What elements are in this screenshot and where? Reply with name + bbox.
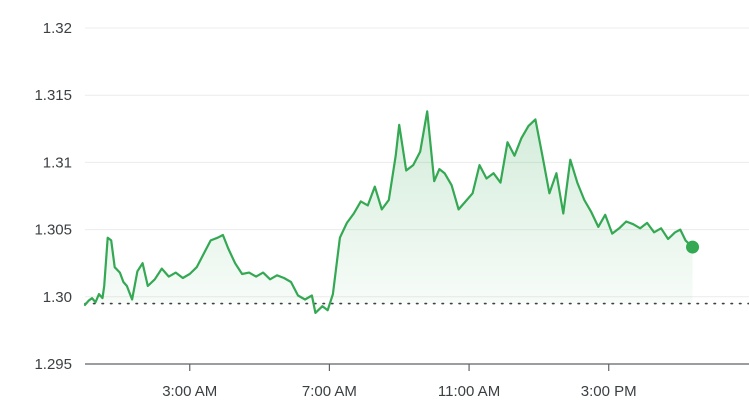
last-price-marker xyxy=(686,240,700,254)
x-axis: 3:00 AM 7:00 AM 11:00 AM 3:00 PM xyxy=(85,363,749,400)
x-tick-label: 11:00 AM xyxy=(438,383,500,400)
price-area-fill xyxy=(85,111,693,313)
y-tick-label: 1.305 xyxy=(34,222,72,239)
x-tick-label: 3:00 AM xyxy=(162,383,217,400)
y-tick-label: 1.31 xyxy=(43,154,72,171)
y-tick-label: 1.30 xyxy=(43,289,72,306)
y-axis-labels: 1.32 1.315 1.31 1.305 1.30 1.295 xyxy=(34,20,72,373)
price-line xyxy=(83,110,694,314)
y-tick-label: 1.295 xyxy=(34,356,72,373)
y-tick-label: 1.32 xyxy=(43,20,72,37)
x-tick-label: 7:00 AM xyxy=(302,383,357,400)
y-tick-label: 1.315 xyxy=(34,87,72,104)
x-tick-label: 3:00 PM xyxy=(581,383,637,400)
